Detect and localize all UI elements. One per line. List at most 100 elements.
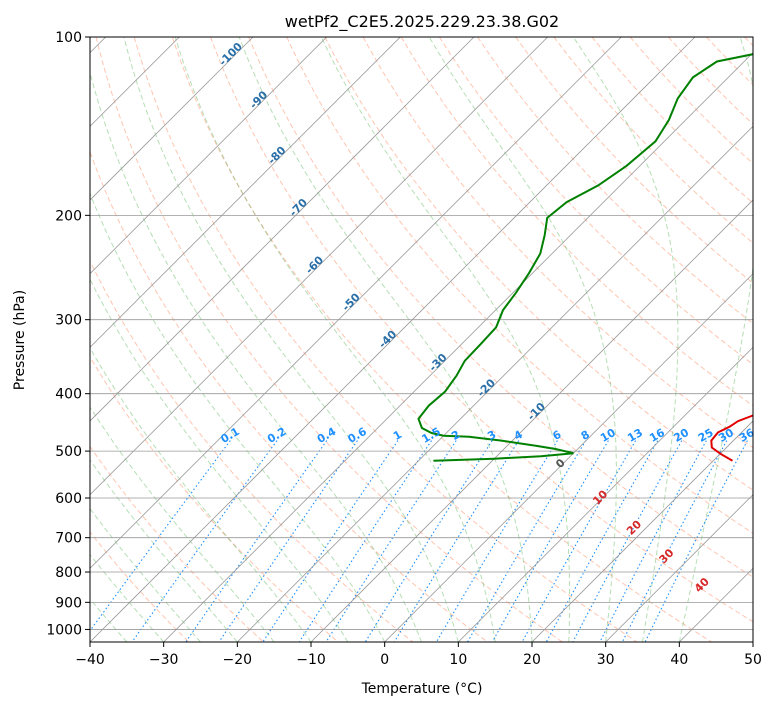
isotherm-gridline [90,37,696,642]
moist-adiabat [90,278,349,642]
series-line [710,414,753,462]
series-line [417,53,753,462]
mixing-ratio-line [218,440,358,642]
mixing-ratio-label: 25 [696,426,716,445]
dry-adiabat [90,259,414,642]
mixing-ratio-line [364,440,493,642]
moist-adiabat-label: 20 [624,517,644,537]
dry-adiabat [744,37,753,47]
dry-adiabat [90,150,488,642]
isotherm-label: -10 [525,400,548,423]
x-tick-label: −40 [75,652,105,668]
dry-adiabat [362,37,753,449]
isotherm-gridline [90,37,548,496]
mixing-ratio-label: 8 [579,428,592,443]
mixing-ratio-label: 13 [625,426,645,445]
isotherm-label: -80 [265,144,288,167]
moist-adiabat [428,37,617,642]
y-tick-label: 300 [55,313,82,329]
mixing-ratio-line [545,440,659,642]
dry-adiabat [90,356,339,642]
moist-adiabat [90,553,165,642]
moist-adiabat [238,37,533,642]
moist-adiabat [90,406,275,642]
dry-adiabat [95,37,563,642]
y-tick-label: 600 [55,491,82,507]
isotherm-label: -60 [303,253,326,276]
moist-adiabat [123,37,459,642]
mixing-ratio-label: 1 [391,428,404,443]
mixing-ratio-label: 0.1 [218,425,241,446]
y-tick-label: 500 [55,444,82,460]
moist-adiabat [90,507,201,642]
mixing-ratio-label: 30 [716,426,736,445]
plot-frame [89,36,754,643]
dry-adiabat [515,37,753,284]
isotherm-label: -90 [247,88,270,111]
isotherm-gridline [384,273,753,642]
x-tick-label: 50 [744,652,762,668]
isotherm-label: -50 [340,290,363,313]
dry-adiabat [286,37,753,534]
mixing-ratio-line [435,440,558,642]
y-tick-label: 800 [55,565,82,581]
isotherm-gridline [310,199,753,642]
x-tick-label: 0 [380,652,389,668]
dry-adiabat [90,531,190,642]
x-tick-label: 10 [449,652,467,668]
isotherm-gridline [679,567,753,642]
dry-adiabat [248,37,753,578]
x-tick-label: 30 [597,652,615,668]
y-tick-label: 1000 [46,622,82,638]
isotherm-gridline [90,37,327,275]
mixing-ratio-line [325,440,457,642]
dry-adiabat [324,37,753,491]
y-tick-label: 100 [55,30,82,46]
isotherm-gridline [237,125,753,642]
x-tick-label: 20 [523,652,541,668]
y-axis: 100 200 300 400 500 600 700 800 900 1000 [46,30,90,638]
mixing-ratio-label: 36 [737,426,757,445]
moist-adiabat-label: 10 [590,487,610,507]
x-tick-label: −20 [223,652,253,668]
isotherm-gridline [531,420,753,642]
dry-adiabat [133,37,638,642]
moist-adiabat [174,37,496,642]
line-labels: -100-90-80-70-60-50-40-30-20-100.1 0.2 0.4… [216,40,757,595]
mixing-ratio-label: 10 [598,426,618,445]
y-tick-label: 700 [55,531,82,547]
mixing-ratio-label: 0.2 [265,425,288,446]
mixing-ratio-line [491,440,609,642]
mixing-ratio-line [621,440,728,642]
dry-adiabat [171,37,712,642]
isotherm-gridline [90,37,401,348]
x-tick-label: −30 [149,652,179,668]
dry-adiabat [706,37,753,86]
isotherm-label: -40 [376,328,399,351]
isotherm-gridline [90,37,254,201]
mixing-ratio-line [185,440,328,642]
isotherm-gridline [90,37,622,569]
moist-adiabat [90,347,312,642]
grid-lines [90,37,753,642]
moist-adiabat-label: 40 [692,575,712,595]
moist-adiabat [572,37,679,642]
y-tick-label: 200 [55,208,82,224]
isotherm-label: -100 [216,40,245,69]
mixing-ratio-label: 0.6 [346,425,370,446]
isotherm-gridline [458,346,753,642]
mixing-ratio-label: 6 [550,428,563,443]
isotherm-gridline [163,52,753,642]
moist-adiabat [90,459,238,642]
isotherm-label: -70 [287,196,310,219]
mixing-ratio-line [521,440,637,642]
moist-adiabat [320,37,571,642]
moist-adiabat-label: 0 [553,456,568,471]
isotherm-gridline [752,641,753,642]
moist-adiabat [90,192,386,642]
dry-adiabat [400,37,753,407]
mixing-ratio-line [572,440,683,642]
dry-adiabat [591,37,753,204]
mixing-ratio-line [644,440,748,642]
